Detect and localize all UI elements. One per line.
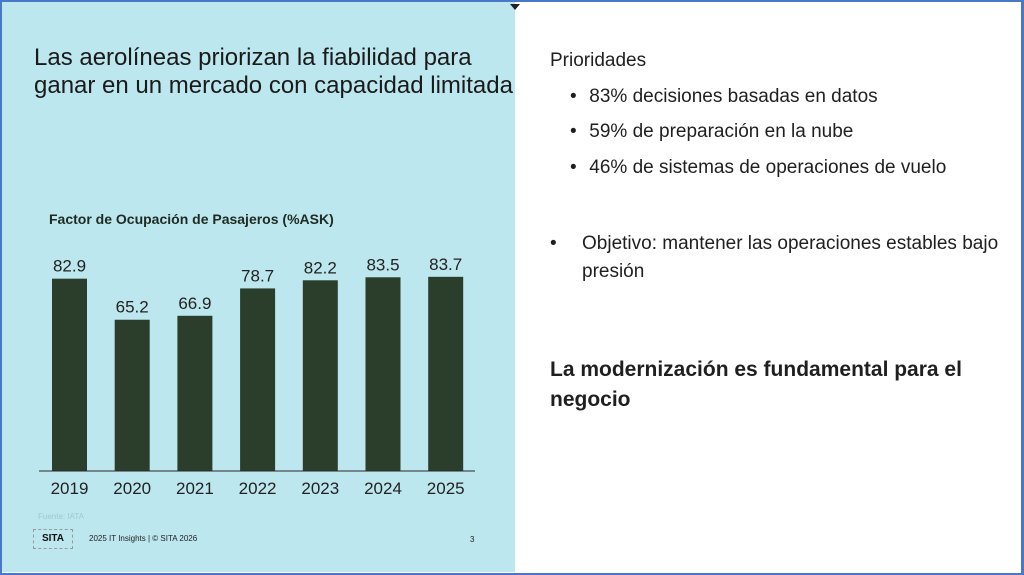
x-tick-label: 2023 [301, 479, 339, 498]
priorities-heading: Prioridades [550, 50, 647, 71]
value-label: 83.7 [429, 255, 462, 274]
bar-2023 [302, 280, 338, 471]
bar-2020 [114, 319, 150, 471]
x-tick-label: 2019 [51, 479, 89, 498]
sita-logo: SITA [33, 529, 73, 549]
bar-2021 [177, 315, 213, 471]
bar-2024 [365, 277, 401, 471]
bar-2019 [52, 278, 87, 471]
conclusion-text: La modernización es fundamental para el … [550, 358, 962, 411]
value-label: 83.5 [366, 255, 399, 274]
value-label: 82.9 [53, 257, 86, 276]
value-label: 82.2 [304, 258, 337, 277]
x-tick-label: 2022 [239, 479, 277, 498]
bullet-icon: • [550, 233, 557, 254]
value-label: 66.9 [178, 294, 211, 313]
priority-item: • 46% de sistemas de operaciones de vuel… [570, 157, 947, 178]
bullet-icon: • [570, 86, 577, 107]
footer-text: 2025 IT Insights | © SITA 2026 [89, 534, 198, 543]
priority-item: • 59% de preparación en la nube [570, 121, 854, 142]
x-tick-label: 2024 [364, 479, 402, 498]
x-tick-label: 2020 [113, 479, 151, 498]
bullet-icon: • [570, 157, 577, 178]
panel-marker-icon [510, 4, 520, 10]
page-number: 3 [470, 535, 475, 544]
value-label: 65.2 [116, 298, 149, 317]
source-note: Fuente: IATA [38, 512, 84, 521]
bullet-icon: • [570, 121, 577, 142]
x-tick-label: 2021 [176, 479, 214, 498]
chart-title: Factor de Ocupación de Pasajeros (%ASK) [49, 211, 334, 227]
slide-title: Las aerolíneas priorizan la fiabilidad p… [34, 44, 513, 99]
priority-item: • 83% decisiones basadas en datos [570, 86, 878, 107]
objective-item: • Objetivo: mantener las operaciones esta… [550, 230, 1000, 286]
bar-chart: 82.9 2019 65.2 2020 66.9 2021 78.7 2022 82.2 2023… [39, 255, 475, 498]
bar-2025 [428, 276, 464, 471]
x-tick-label: 2025 [427, 479, 465, 498]
value-label: 78.7 [241, 266, 274, 285]
bar-2022 [240, 288, 276, 471]
